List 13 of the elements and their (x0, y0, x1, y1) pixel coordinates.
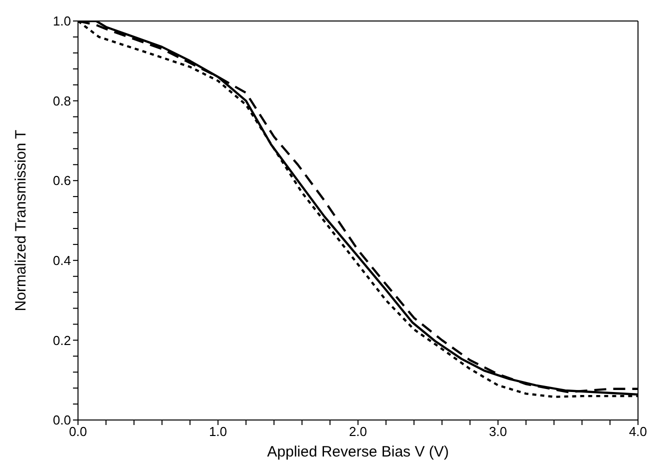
x-tick-label: 0.0 (68, 424, 88, 440)
y-tick-label: 0.6 (52, 173, 71, 188)
y-tick-label: 1.0 (52, 14, 71, 29)
x-tick-label: 1.0 (208, 424, 228, 440)
x-tick-label: 2.0 (348, 424, 368, 440)
x-tick-label: 4.0 (628, 424, 648, 440)
x-tick-label: 3.0 (488, 424, 508, 440)
x-axis-title: Applied Reverse Bias V (V) (267, 444, 449, 461)
y-tick-label: 0.2 (52, 332, 71, 348)
y-tick-label: 0.0 (52, 412, 71, 428)
y-tick-label: 0.8 (52, 93, 71, 108)
y-axis-title: Normalized Transmission T (12, 130, 30, 312)
y-tick-label: 0.4 (52, 253, 71, 268)
